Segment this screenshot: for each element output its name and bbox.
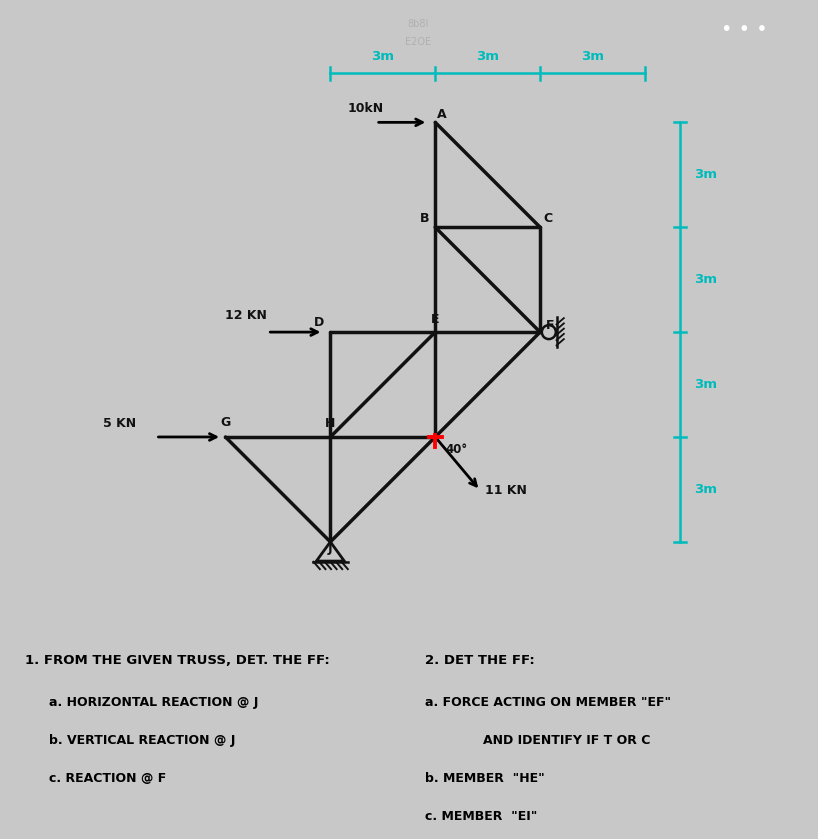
- Text: c. REACTION @ F: c. REACTION @ F: [49, 772, 166, 784]
- Text: E2OE: E2OE: [405, 37, 431, 47]
- Text: 12 KN: 12 KN: [226, 309, 267, 321]
- Text: a. FORCE ACTING ON MEMBER "EF": a. FORCE ACTING ON MEMBER "EF": [425, 696, 672, 709]
- Text: b. VERTICAL REACTION @ J: b. VERTICAL REACTION @ J: [49, 734, 236, 747]
- Text: H: H: [326, 417, 335, 430]
- Text: D: D: [314, 316, 324, 330]
- Text: A: A: [437, 107, 447, 121]
- Text: 1. FROM THE GIVEN TRUSS, DET. THE FF:: 1. FROM THE GIVEN TRUSS, DET. THE FF:: [25, 654, 330, 667]
- Text: J: J: [328, 542, 333, 555]
- Text: 3m: 3m: [581, 50, 604, 63]
- Text: 8b8I: 8b8I: [407, 19, 429, 29]
- Text: I: I: [433, 417, 438, 430]
- Text: • • •: • • •: [721, 20, 767, 39]
- Text: 10kN: 10kN: [348, 102, 384, 116]
- Text: C: C: [543, 212, 552, 226]
- Text: c. MEMBER  "EI": c. MEMBER "EI": [425, 810, 537, 822]
- Text: 3m: 3m: [371, 50, 394, 63]
- Text: 2. DET THE FF:: 2. DET THE FF:: [425, 654, 535, 667]
- Text: 3m: 3m: [476, 50, 499, 63]
- Text: 3m: 3m: [694, 274, 717, 286]
- Text: B: B: [420, 212, 429, 226]
- Text: AND IDENTIFY IF T OR C: AND IDENTIFY IF T OR C: [483, 734, 650, 747]
- Text: 3m: 3m: [694, 378, 717, 391]
- Text: b. MEMBER  "HE": b. MEMBER "HE": [425, 772, 545, 784]
- Text: 5 KN: 5 KN: [103, 417, 137, 430]
- Text: G: G: [220, 416, 231, 430]
- Text: 11 KN: 11 KN: [485, 484, 528, 497]
- Text: 3m: 3m: [694, 169, 717, 181]
- Text: 40°: 40°: [446, 443, 468, 456]
- Text: 3m: 3m: [694, 483, 717, 496]
- Text: a. HORIZONTAL REACTION @ J: a. HORIZONTAL REACTION @ J: [49, 696, 258, 709]
- Text: F: F: [546, 319, 554, 332]
- Text: E: E: [431, 313, 439, 326]
